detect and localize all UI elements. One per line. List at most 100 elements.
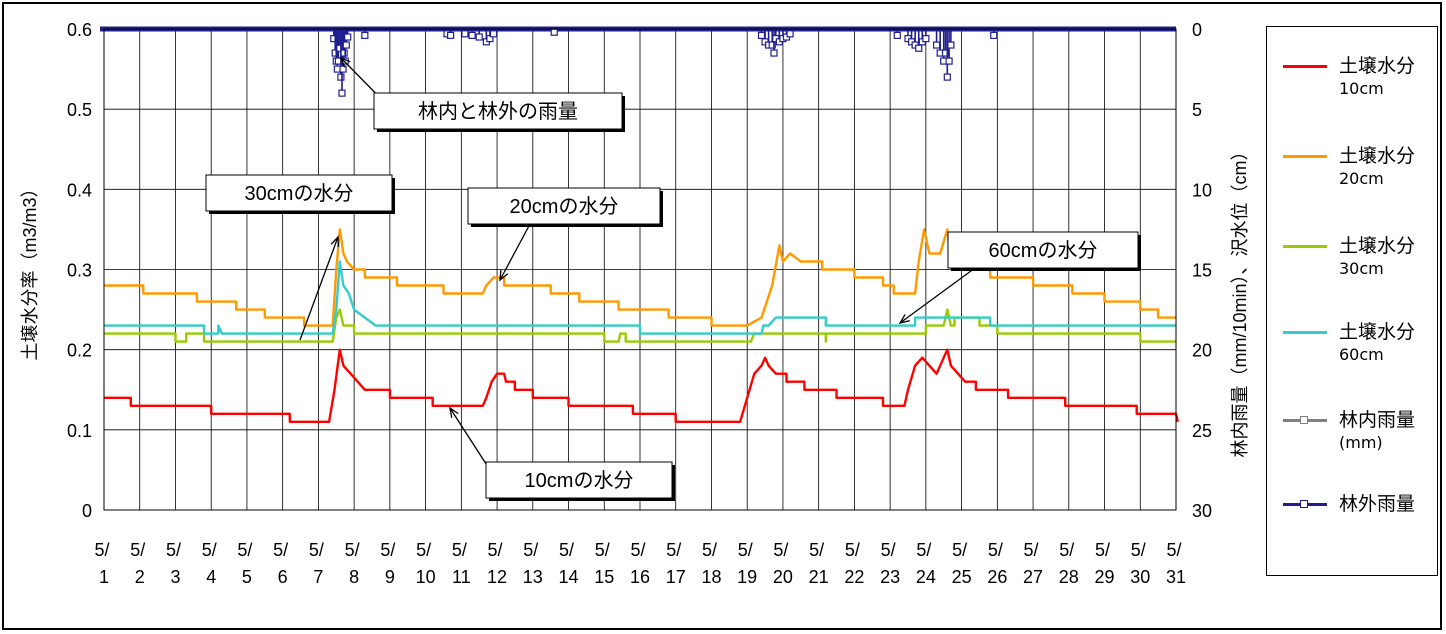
- y-tick-label: 0.2: [67, 341, 92, 361]
- x-tick-month: 5/: [237, 540, 252, 560]
- y-axis-ticks: 0 0.1 0.2 0.3 0.4 0.5 0.6: [67, 20, 92, 521]
- series-layer: [104, 228, 1179, 423]
- annotation-callout: 10cmの水分: [449, 406, 675, 501]
- legend-item: 土壌水分 10cm: [1267, 43, 1437, 103]
- legend-swatch: [1283, 65, 1327, 68]
- x-tick-month: 5/: [809, 540, 824, 560]
- x-tick-month: 5/: [1166, 540, 1181, 560]
- annotation-arrow: [499, 223, 531, 281]
- x-tick-day: 7: [313, 567, 323, 587]
- rain-marker: [361, 31, 369, 40]
- legend-sublabel: 10cm: [1339, 79, 1384, 98]
- x-tick-day: 17: [666, 567, 686, 587]
- x-tick-day: 30: [1130, 567, 1150, 587]
- plot-area-border: [103, 28, 1177, 511]
- legend-sublabel: 30cm: [1339, 259, 1384, 278]
- annotation-text: 20cmの水分: [510, 195, 619, 218]
- annotation-arrow: [449, 407, 491, 471]
- legend-marker: [1300, 500, 1308, 508]
- x-tick-day: 18: [701, 567, 721, 587]
- y2-axis-ticks: 0 5 10 15 20 25 30: [1192, 20, 1212, 521]
- legend-label: 土壌水分: [1339, 321, 1416, 343]
- rain-marker: [344, 33, 352, 41]
- annotation-text: 10cmの水分: [525, 469, 634, 492]
- series-line-10cm: [104, 348, 1179, 423]
- rain-marker: [489, 30, 498, 38]
- x-tick-day: 1: [99, 567, 109, 587]
- rain-marker: [475, 33, 483, 41]
- x-tick-month: 5/: [1024, 540, 1039, 560]
- x-tick-month: 5/: [1059, 540, 1074, 560]
- x-tick-day: 13: [523, 567, 543, 587]
- x-tick-day: 2: [135, 567, 145, 587]
- y-tick-label: 0.3: [67, 261, 92, 281]
- legend-swatch: [1283, 155, 1327, 158]
- y2-tick-label: 30: [1192, 501, 1212, 521]
- rain-marker: [990, 31, 998, 40]
- x-tick-month: 5/: [166, 540, 181, 560]
- x-tick-month: 5/: [916, 540, 931, 560]
- rain-marker: [338, 89, 346, 97]
- annotation-text: 林内と林外の雨量: [418, 100, 578, 123]
- x-tick-day: 26: [987, 567, 1007, 587]
- x-tick-month: 5/: [523, 540, 538, 560]
- rain-marker: [340, 49, 348, 57]
- legend-label: 土壌水分: [1339, 55, 1416, 77]
- annotation-box: [205, 174, 393, 212]
- series-line-60cm: [104, 260, 1176, 335]
- rain-layer: [100, 26, 1176, 97]
- legend-swatch: [1283, 245, 1327, 248]
- x-tick-month: 5/: [130, 540, 145, 560]
- y2-axis-label: 林内雨量（mm/10min）、沢水位（cm）: [1230, 142, 1250, 457]
- x-tick-day: 22: [844, 567, 864, 587]
- x-tick-day: 19: [737, 567, 757, 587]
- y-tick-label: 0.6: [67, 20, 92, 40]
- x-tick-month: 5/: [630, 540, 645, 560]
- legend-swatch: [1283, 331, 1327, 334]
- rain-marker: [947, 41, 955, 49]
- x-tick-month: 5/: [666, 540, 681, 560]
- rain-marker: [337, 73, 345, 81]
- x-tick-month: 5/: [845, 540, 860, 560]
- x-tick-day: 21: [809, 567, 829, 587]
- annotation-arrowhead: [449, 406, 459, 418]
- annotation-arrowhead: [898, 314, 910, 324]
- legend-marker: [1300, 416, 1308, 424]
- rain-marker: [333, 65, 341, 73]
- x-tick-day: 11: [452, 567, 471, 587]
- x-tick-month: 5/: [416, 540, 431, 560]
- x-tick-day: 6: [278, 567, 288, 587]
- x-tick-month: 5/: [773, 540, 788, 560]
- annotation-callout: 60cmの水分: [898, 231, 1141, 324]
- y2-tick-label: 5: [1192, 100, 1202, 120]
- x-tick-day: 28: [1059, 567, 1079, 587]
- rain-marker: [757, 31, 766, 40]
- y-tick-label: 0: [82, 501, 92, 521]
- x-tick-day: 5: [242, 567, 252, 587]
- x-tick-month: 5/: [345, 540, 360, 560]
- y2-tick-label: 0: [1192, 20, 1202, 40]
- x-tick-month: 5/: [952, 540, 967, 560]
- rain-marker: [770, 49, 778, 57]
- annotation-callout: 20cmの水分: [467, 187, 663, 282]
- x-tick-month: 5/: [380, 540, 395, 560]
- x-tick-month: 5/: [273, 540, 288, 560]
- annotation-box: [485, 461, 673, 499]
- x-tick-day: 31: [1166, 567, 1186, 587]
- y2-tick-label: 25: [1192, 421, 1212, 441]
- rain-marker: [915, 44, 923, 52]
- x-tick-day: 20: [773, 567, 793, 587]
- x-tick-month: 5/: [488, 540, 503, 560]
- x-tick-month: 5/: [1131, 540, 1146, 560]
- x-tick-day: 15: [594, 567, 614, 587]
- y2-tick-label: 20: [1192, 341, 1212, 361]
- x-tick-month: 5/: [559, 540, 574, 560]
- x-tick-month: 5/: [202, 540, 217, 560]
- legend-item: 土壌水分 30cm: [1267, 223, 1437, 283]
- x-tick-day: 10: [416, 567, 436, 587]
- x-tick-day: 16: [630, 567, 650, 587]
- y2-tick-label: 15: [1192, 261, 1212, 281]
- annotation-arrowhead: [499, 269, 509, 282]
- x-tick-day: 24: [916, 567, 936, 587]
